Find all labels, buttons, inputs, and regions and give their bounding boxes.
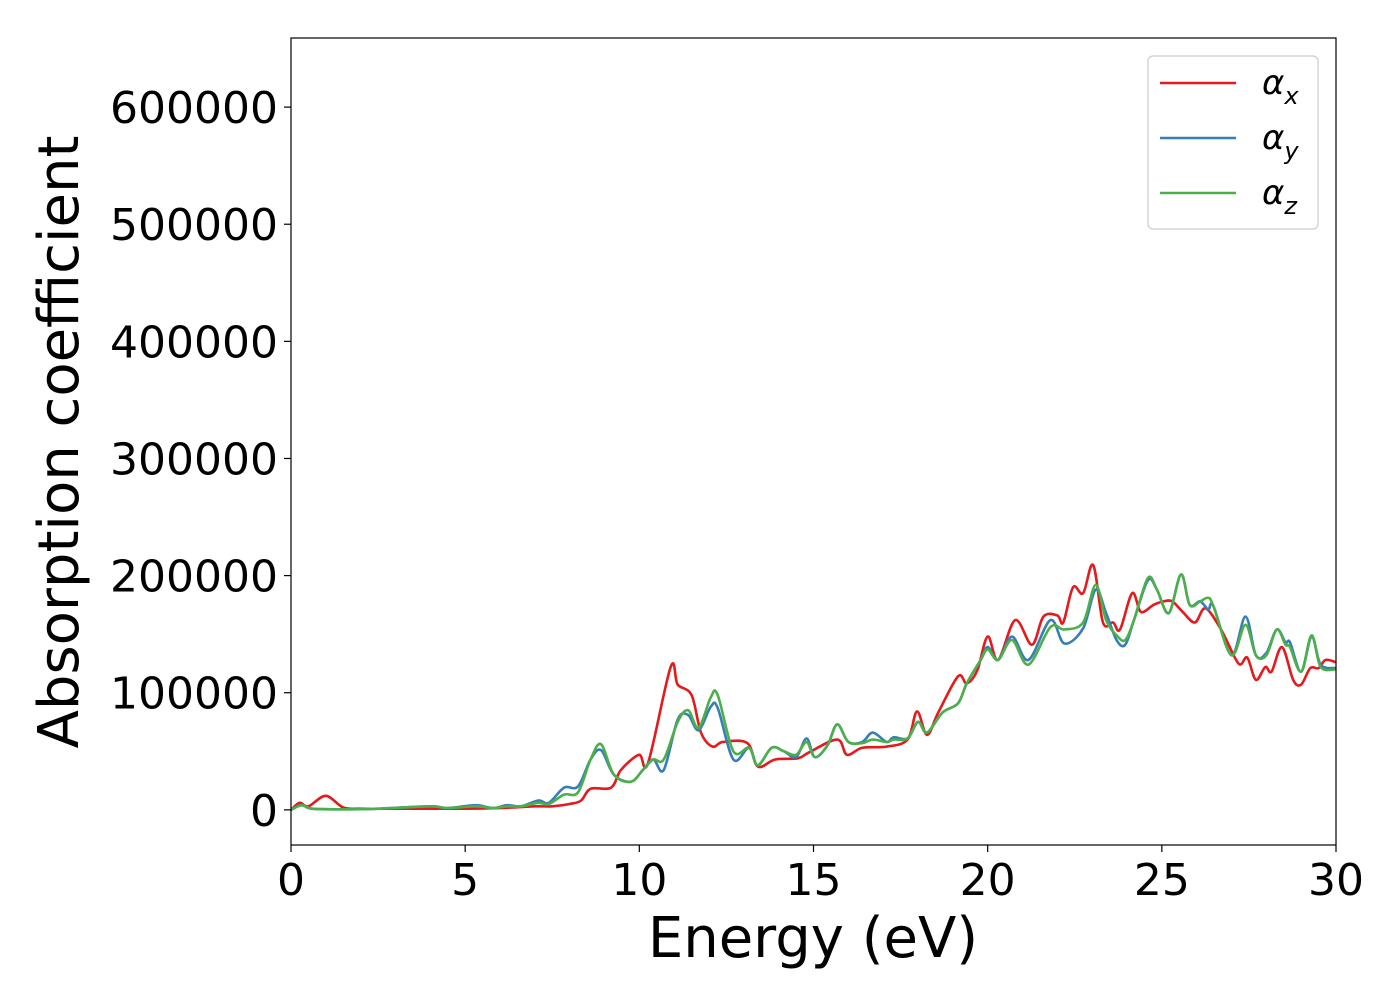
- x-tick-label: 20: [960, 855, 1016, 906]
- y-tick-label: 500000: [110, 200, 278, 251]
- x-tick-label: 15: [786, 855, 842, 906]
- y-axis-label: Absorption coefficient: [27, 136, 92, 749]
- x-axis: 0 5 10 15 20 25 30: [277, 845, 1364, 906]
- legend-subscript: z: [1283, 192, 1298, 220]
- y-tick-label: 200000: [110, 552, 278, 603]
- x-tick-label: 5: [451, 855, 479, 906]
- series-line-alpha-x: [291, 563, 1336, 811]
- legend-entry-alpha-z: αz: [1262, 173, 1298, 220]
- legend-entry-alpha-y: αy: [1262, 118, 1299, 165]
- legend-symbol: α: [1262, 173, 1284, 213]
- legend-symbol: α: [1262, 118, 1284, 158]
- legend-entry-alpha-x: αx: [1262, 63, 1299, 110]
- y-axis: 0 100000 200000 300000 400000 500000 600000: [110, 83, 291, 837]
- series-line-alpha-z: [291, 573, 1336, 812]
- legend-frame: [1147, 55, 1319, 230]
- y-tick-label: 300000: [110, 434, 278, 485]
- x-tick-label: 0: [277, 855, 305, 906]
- x-axis-label: Energy (eV): [648, 906, 978, 971]
- legend-subscript: x: [1283, 82, 1299, 110]
- x-tick-label: 25: [1134, 855, 1190, 906]
- legend-symbol: α: [1262, 63, 1284, 103]
- y-tick-label: 0: [250, 786, 278, 837]
- series-layer: [291, 563, 1336, 812]
- legend-subscript: y: [1283, 137, 1299, 165]
- y-tick-label: 400000: [110, 317, 278, 368]
- x-tick-label: 30: [1308, 855, 1364, 906]
- y-tick-label: 600000: [110, 83, 278, 134]
- x-tick-label: 10: [611, 855, 667, 906]
- y-tick-label: 100000: [110, 669, 278, 720]
